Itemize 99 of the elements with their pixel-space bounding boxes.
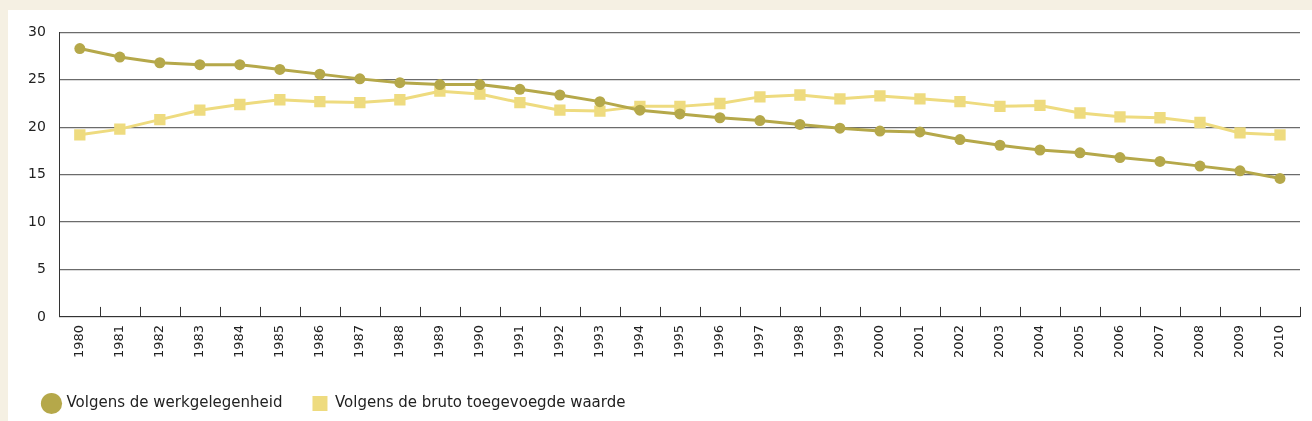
x-tick-label: 2005 <box>1071 324 1087 359</box>
point <box>274 63 286 75</box>
point <box>1074 147 1086 159</box>
x-tick-label: 1980 <box>71 324 87 359</box>
y-tick-label: 0 <box>36 307 46 324</box>
x-tick-label: 1987 <box>351 324 367 359</box>
x-tick-label: 2001 <box>911 324 927 359</box>
point <box>1274 129 1286 141</box>
point <box>954 134 966 146</box>
x-tick-label: 2006 <box>1111 324 1127 359</box>
x-tick-label: 2007 <box>1151 324 1167 359</box>
point <box>714 112 726 124</box>
point <box>1034 99 1046 112</box>
point <box>314 95 326 108</box>
point <box>354 96 366 109</box>
point <box>554 104 566 116</box>
y-tick-label: 20 <box>27 117 46 134</box>
point <box>1074 107 1086 119</box>
x-tick-label: 2009 <box>1231 324 1247 359</box>
point <box>194 59 206 71</box>
x-tick-label: 1982 <box>151 324 167 359</box>
point <box>1194 116 1206 129</box>
x-tick-label: 1986 <box>311 324 327 359</box>
x-tick-label: 2000 <box>871 324 887 359</box>
point <box>794 118 806 130</box>
x-tick-label: 1989 <box>431 324 447 359</box>
point <box>874 125 886 137</box>
point <box>1154 155 1166 167</box>
point <box>354 73 366 85</box>
x-tick-label: 1983 <box>191 324 207 359</box>
y-tick-label: 15 <box>27 165 46 182</box>
x-tick-label: 1990 <box>471 324 487 359</box>
y-tick-label: 10 <box>27 212 46 229</box>
point <box>514 96 526 109</box>
x-tick-label: 1994 <box>631 324 647 359</box>
point <box>754 115 766 127</box>
point <box>394 77 406 89</box>
point <box>434 79 446 91</box>
point <box>514 83 526 95</box>
point <box>834 93 846 105</box>
point <box>874 90 886 102</box>
point <box>594 96 606 108</box>
x-tick-label: 1981 <box>111 324 127 359</box>
point <box>1154 112 1166 124</box>
x-tick-label: 1991 <box>511 324 527 359</box>
x-tick-label: 1995 <box>671 324 687 359</box>
x-tick-label: 2010 <box>1271 324 1287 359</box>
point <box>994 139 1006 151</box>
point <box>474 88 486 100</box>
point <box>754 91 766 103</box>
point <box>74 43 86 55</box>
point <box>954 95 966 108</box>
point <box>634 104 646 116</box>
point <box>1234 127 1246 139</box>
point <box>674 108 686 120</box>
x-tick-label: 2002 <box>951 324 967 359</box>
point <box>394 94 406 106</box>
point <box>194 104 206 116</box>
x-tick-label: 2008 <box>1191 324 1207 359</box>
point <box>554 89 566 101</box>
point <box>114 123 126 135</box>
point <box>1194 160 1206 172</box>
point <box>594 105 606 117</box>
x-tick-label: 1997 <box>751 324 767 359</box>
x-tick-label: 1999 <box>831 324 847 359</box>
x-tick-label: 1992 <box>551 324 567 359</box>
point <box>274 94 286 106</box>
x-tick-label: 1985 <box>271 324 287 359</box>
x-tick-label: 2003 <box>991 324 1007 359</box>
point <box>834 122 846 134</box>
point <box>314 68 326 80</box>
point <box>474 79 486 91</box>
point <box>234 59 246 71</box>
point <box>1034 144 1046 156</box>
point <box>1114 111 1126 123</box>
y-tick-label: 25 <box>27 70 46 87</box>
point <box>914 126 926 138</box>
point <box>234 98 246 111</box>
point <box>794 89 806 101</box>
y-tick-label: 5 <box>36 260 46 277</box>
legend-label: Volgens de bruto toegevoegde waarde <box>334 393 626 412</box>
x-tick-label: 1988 <box>391 324 407 359</box>
point <box>114 51 126 63</box>
point <box>74 129 86 141</box>
legend-label: Volgens de werkgelegenheid <box>66 393 283 412</box>
x-tick-label: 2004 <box>1031 324 1047 359</box>
y-tick-label: 30 <box>27 23 46 40</box>
point <box>1234 165 1246 177</box>
x-tick-label: 1993 <box>591 324 607 359</box>
x-tick-label: 1998 <box>791 324 807 359</box>
point <box>994 100 1006 113</box>
point <box>154 114 166 126</box>
point <box>1274 172 1286 184</box>
point <box>914 93 926 105</box>
point <box>154 57 166 69</box>
point <box>714 97 726 110</box>
point <box>1114 152 1126 164</box>
x-tick-label: 1996 <box>711 324 727 359</box>
x-tick-label: 1984 <box>231 324 247 359</box>
